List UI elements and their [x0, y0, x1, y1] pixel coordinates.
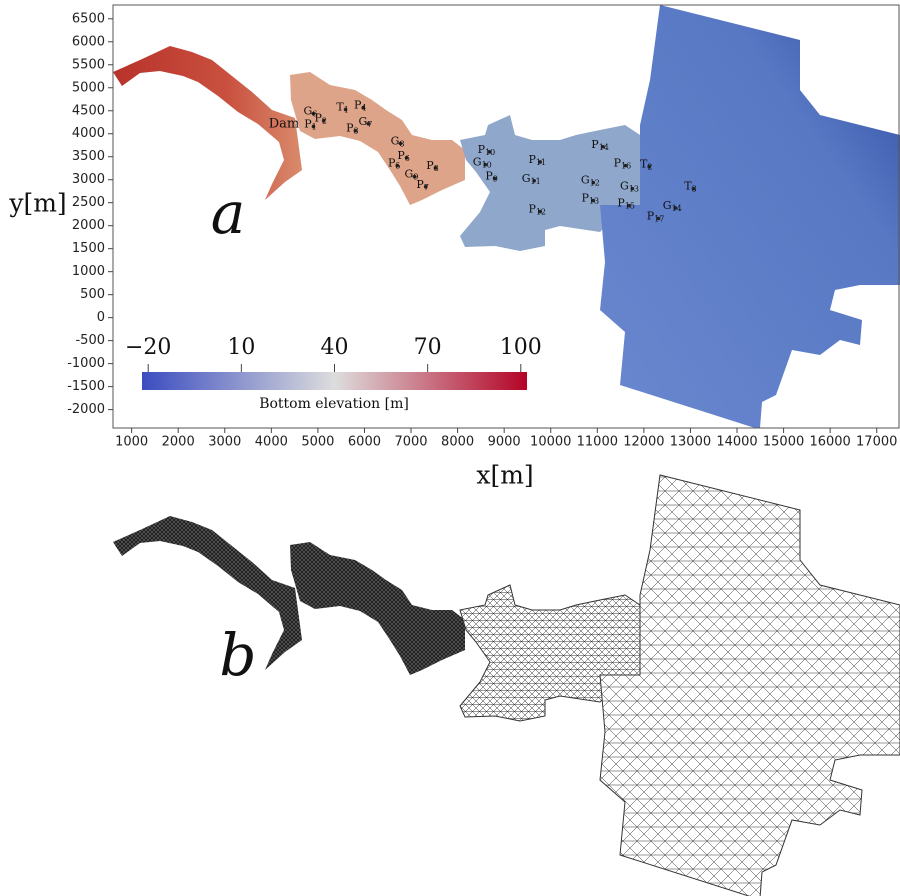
colorbar-tick-label: 70 — [414, 335, 442, 360]
label-index: 11 — [536, 158, 546, 167]
y-axis-label: y[m] — [8, 189, 66, 218]
label-letter: G — [620, 180, 629, 193]
y-tick-label: -1000 — [67, 356, 105, 371]
y-tick-label: 6000 — [72, 34, 105, 49]
label-index: 14 — [599, 143, 609, 152]
label-index: 15 — [625, 202, 635, 211]
annotation: Dam — [269, 117, 300, 132]
label-letter: G — [522, 172, 531, 185]
y-tick-label: 2000 — [72, 218, 105, 233]
label-letter: G — [358, 115, 367, 128]
label-letter: G — [663, 199, 672, 212]
x-tick-label: 11000 — [577, 435, 618, 450]
x-tick-label: 15000 — [763, 435, 804, 450]
label-index: 12 — [536, 208, 546, 217]
label-index: 8 — [434, 164, 439, 173]
x-axis-label: x[m] — [476, 461, 533, 490]
x-tick-label: 4000 — [255, 435, 288, 450]
panel-label: b — [219, 621, 256, 689]
label-index: 13 — [629, 185, 639, 194]
label-index: 7 — [424, 183, 429, 192]
y-tick-label: -1500 — [67, 379, 105, 394]
x-tick-label: 8000 — [441, 435, 474, 450]
label-index: 2 — [322, 117, 327, 126]
colorbar-tick-label: −20 — [125, 335, 171, 360]
y-tick-label: 4500 — [72, 103, 105, 118]
colorbar-tick-label: 10 — [227, 335, 255, 360]
label-index: 6 — [405, 154, 410, 163]
x-tick-label: 1000 — [115, 435, 148, 450]
label-index: 5 — [395, 162, 400, 171]
label-letter: G — [405, 168, 414, 181]
x-tick-label: 16000 — [809, 435, 850, 450]
colorbar-tick-label: 40 — [321, 335, 349, 360]
x-tick-label: 2000 — [162, 435, 195, 450]
label-letter: G — [391, 135, 400, 148]
x-tick-label: 5000 — [301, 435, 334, 450]
x-tick-label: 7000 — [394, 435, 427, 450]
mesh-middle — [290, 542, 465, 675]
label-index: 7 — [367, 120, 372, 129]
y-tick-label: 500 — [80, 287, 105, 302]
y-tick-label: 5000 — [72, 80, 105, 95]
x-tick-label: 10000 — [530, 435, 571, 450]
label-index: 17 — [654, 215, 664, 224]
label-index: 1 — [312, 123, 317, 132]
mesh-sea — [600, 475, 900, 896]
y-tick-label: 1000 — [72, 264, 105, 279]
sea-region — [600, 5, 900, 428]
y-tick-label: 1500 — [72, 241, 105, 256]
label-index: 11 — [530, 177, 540, 186]
reservoir-middle — [290, 72, 465, 205]
colorbar-title: Bottom elevation [m] — [259, 396, 409, 412]
label-index: 2 — [647, 163, 652, 172]
label-index: 16 — [621, 162, 631, 171]
y-tick-label: 6500 — [72, 11, 105, 26]
y-tick-label: 4000 — [72, 126, 105, 141]
label-index: 3 — [692, 185, 697, 194]
label-index: 13 — [589, 197, 599, 206]
label-letter: G — [304, 105, 313, 118]
x-tick-label: 3000 — [208, 435, 241, 450]
label-index: 9 — [493, 174, 498, 183]
y-tick-label: 3500 — [72, 149, 105, 164]
label-index: 12 — [590, 179, 600, 188]
label-index: 14 — [672, 204, 682, 213]
label-index: 1 — [344, 106, 349, 115]
y-tick-label: 3000 — [72, 172, 105, 187]
x-tick-label: 9000 — [488, 435, 521, 450]
colorbar — [142, 372, 527, 390]
x-tick-label: 14000 — [716, 435, 757, 450]
y-tick-label: 2500 — [72, 195, 105, 210]
y-tick-label: 5500 — [72, 57, 105, 72]
figure: Dam a b y[m] x[m] Bottom elevation [m] -… — [0, 0, 900, 896]
y-tick-label: -500 — [75, 333, 105, 348]
panel-label: a — [211, 179, 246, 247]
label-index: 10 — [482, 161, 492, 170]
label-letter: G — [473, 156, 482, 169]
mesh-branch — [113, 516, 302, 670]
y-tick-label: -2000 — [67, 402, 105, 417]
label-index: 4 — [361, 104, 366, 113]
label-index: 3 — [354, 127, 359, 136]
label-letter: G — [581, 174, 590, 187]
label-index: 10 — [485, 148, 495, 157]
x-tick-label: 17000 — [856, 435, 897, 450]
y-tick-label: 0 — [97, 310, 105, 325]
x-tick-label: 6000 — [348, 435, 381, 450]
x-tick-label: 13000 — [670, 435, 711, 450]
label-index: 8 — [399, 140, 404, 149]
colorbar-tick-label: 100 — [500, 335, 542, 360]
x-tick-label: 12000 — [623, 435, 664, 450]
